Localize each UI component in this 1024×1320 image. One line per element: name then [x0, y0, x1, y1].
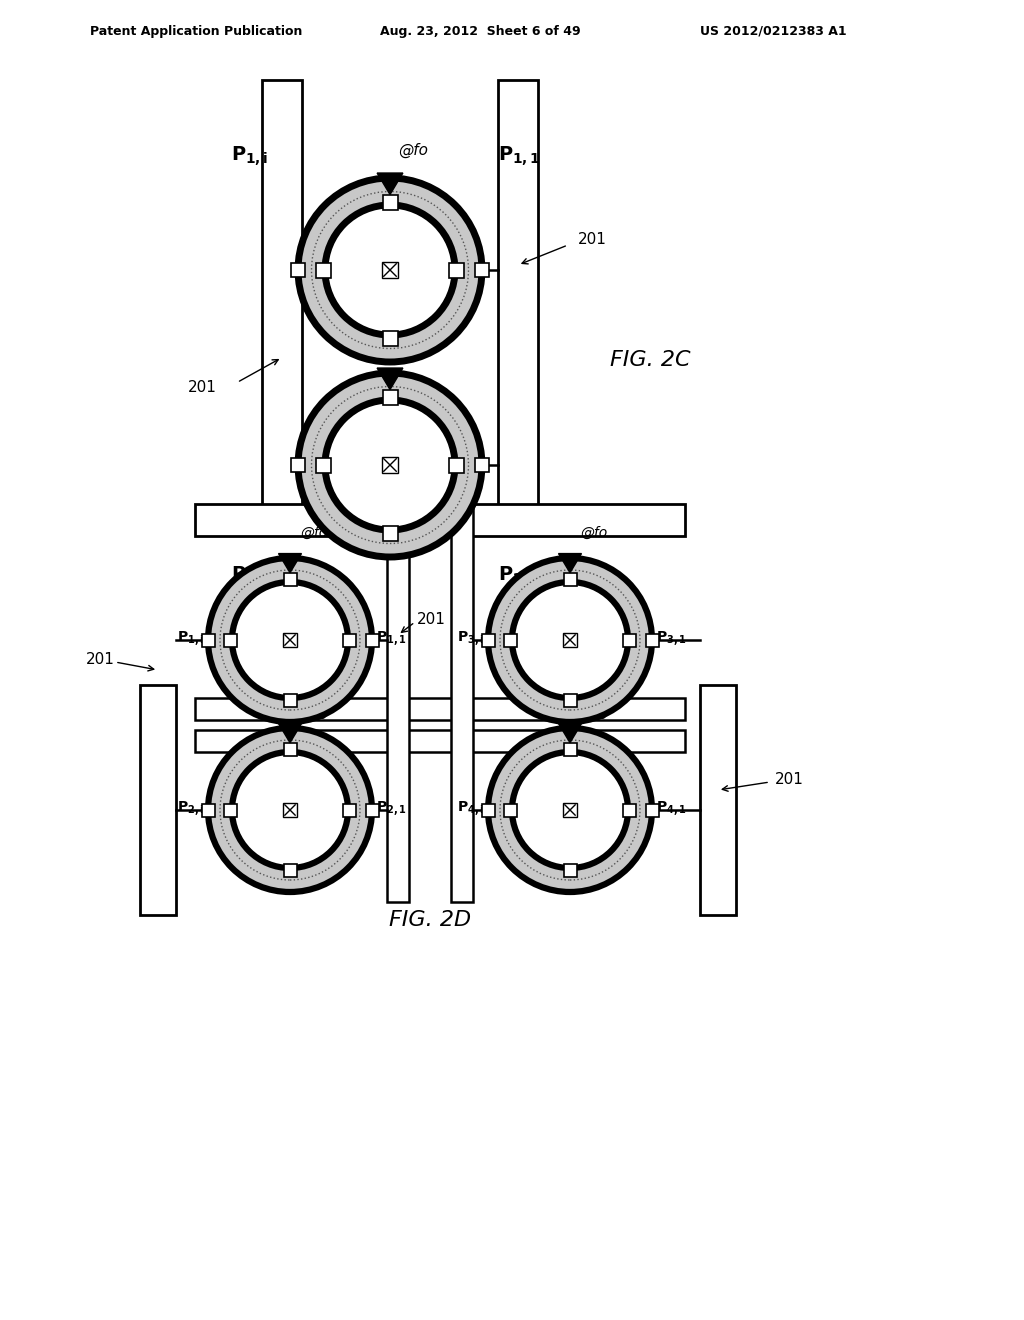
Bar [563, 632, 578, 647]
Bar [504, 634, 517, 647]
Circle shape [232, 582, 348, 698]
Circle shape [512, 752, 628, 869]
Text: 201: 201 [86, 652, 115, 668]
Bar [563, 743, 577, 756]
Bar [383, 194, 397, 210]
Circle shape [488, 558, 652, 722]
Bar [498, 81, 538, 510]
Circle shape [488, 729, 652, 892]
Text: $\mathbf{P_{3,1}}$: $\mathbf{P_{3,1}}$ [656, 628, 687, 648]
Bar [224, 804, 238, 817]
Bar [383, 330, 397, 346]
Text: 201: 201 [426, 459, 455, 474]
Bar [623, 804, 636, 817]
Bar [366, 804, 379, 817]
Bar [316, 263, 331, 277]
Text: @fo: @fo [398, 338, 428, 352]
Bar [202, 804, 214, 817]
Bar [383, 389, 397, 404]
Bar [563, 865, 577, 876]
Bar [343, 804, 355, 817]
Bar [700, 685, 736, 915]
Text: FIG. 2C: FIG. 2C [610, 350, 690, 370]
Text: US 2012/0212383 A1: US 2012/0212383 A1 [700, 25, 847, 38]
Bar [451, 503, 473, 902]
Bar [316, 458, 331, 473]
Circle shape [325, 205, 455, 335]
Bar [563, 573, 577, 586]
Bar [382, 457, 398, 474]
Text: $\mathbf{P_{1,i}}$: $\mathbf{P_{1,i}}$ [230, 145, 268, 168]
Text: @fo: @fo [300, 525, 328, 540]
Text: $\mathbf{P_{2,1}}$: $\mathbf{P_{2,1}}$ [498, 565, 541, 589]
Bar [475, 263, 489, 277]
Bar [283, 632, 297, 647]
Text: @fo: @fo [398, 143, 428, 158]
Polygon shape [377, 173, 402, 194]
Bar [475, 458, 489, 473]
Text: 201: 201 [417, 612, 445, 627]
Text: $\mathbf{P_{2,i}}$: $\mathbf{P_{2,i}}$ [177, 799, 204, 817]
Bar [504, 804, 517, 817]
Polygon shape [279, 553, 301, 573]
Bar [284, 743, 297, 756]
Text: $\mathbf{P_{1,1}}$: $\mathbf{P_{1,1}}$ [498, 145, 541, 168]
Text: $\mathbf{P_{3,i}}$: $\mathbf{P_{3,i}}$ [457, 628, 484, 648]
Bar [449, 458, 464, 473]
Polygon shape [558, 553, 582, 573]
Bar [366, 634, 379, 647]
Bar [283, 803, 297, 817]
Circle shape [208, 729, 372, 892]
Bar [140, 685, 176, 915]
Text: @fo: @fo [300, 708, 328, 722]
Text: 201: 201 [187, 380, 216, 395]
Text: @fo: @fo [580, 708, 607, 722]
Text: Aug. 23, 2012  Sheet 6 of 49: Aug. 23, 2012 Sheet 6 of 49 [380, 25, 581, 38]
Bar [262, 81, 302, 510]
Bar [343, 634, 355, 647]
Polygon shape [279, 723, 301, 743]
Polygon shape [558, 723, 582, 743]
Bar [563, 694, 577, 708]
Bar [645, 804, 658, 817]
Bar [224, 634, 238, 647]
Text: $\mathbf{P_{1,i}}$: $\mathbf{P_{1,i}}$ [177, 628, 204, 648]
Polygon shape [377, 368, 402, 389]
Circle shape [512, 582, 628, 698]
Circle shape [298, 178, 482, 362]
Bar [202, 634, 214, 647]
Bar [284, 573, 297, 586]
Text: FIG. 2D: FIG. 2D [389, 909, 471, 931]
Bar [291, 458, 305, 473]
Text: $\mathbf{P_{4,i}}$: $\mathbf{P_{4,i}}$ [457, 799, 484, 817]
Text: $\mathbf{P_{4,1}}$: $\mathbf{P_{4,1}}$ [656, 799, 687, 817]
Bar [645, 634, 658, 647]
Circle shape [208, 558, 372, 722]
Bar [291, 263, 305, 277]
Text: @fo: @fo [580, 525, 607, 540]
Text: $\mathbf{P_{2,i}}$: $\mathbf{P_{2,i}}$ [230, 565, 268, 589]
Text: 201: 201 [775, 772, 804, 788]
Bar [195, 730, 685, 752]
Text: Patent Application Publication: Patent Application Publication [90, 25, 302, 38]
Text: $\mathbf{P_{2,1}}$: $\mathbf{P_{2,1}}$ [376, 799, 407, 817]
Bar [563, 803, 578, 817]
Bar [623, 634, 636, 647]
Bar [383, 525, 397, 540]
Circle shape [232, 752, 348, 869]
Bar [195, 504, 685, 536]
Circle shape [298, 374, 482, 557]
Bar [195, 698, 685, 719]
Bar [449, 263, 464, 277]
Bar [382, 261, 398, 279]
Bar [284, 694, 297, 708]
Circle shape [325, 400, 455, 531]
Text: $\mathbf{P_{1,1}}$: $\mathbf{P_{1,1}}$ [376, 628, 407, 648]
Bar [481, 804, 495, 817]
Bar [284, 865, 297, 876]
Bar [387, 503, 409, 902]
Bar [481, 634, 495, 647]
Text: 201: 201 [578, 232, 607, 248]
